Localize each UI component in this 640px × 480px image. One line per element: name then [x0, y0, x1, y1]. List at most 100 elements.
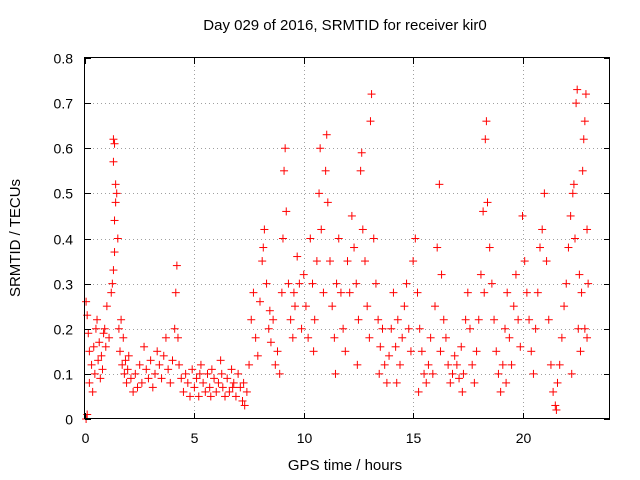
data-point [304, 333, 313, 342]
data-point [567, 369, 576, 378]
data-point [369, 234, 378, 243]
data-point [306, 234, 315, 243]
data-point [483, 198, 492, 207]
data-point [437, 270, 446, 279]
data-point [343, 257, 352, 266]
data-point [119, 333, 128, 342]
data-point [392, 378, 401, 387]
data-point [308, 279, 317, 288]
data-point [540, 189, 549, 198]
data-point [584, 279, 593, 288]
data-point [236, 383, 245, 392]
data-point [256, 297, 264, 306]
data-point [536, 243, 544, 252]
data-point [568, 189, 577, 198]
data-point [571, 234, 579, 243]
data-point [144, 374, 153, 383]
y-tick-label: 0.5 [54, 186, 74, 202]
data-point [203, 369, 212, 378]
data-point [175, 360, 184, 369]
data-point [247, 315, 256, 324]
data-point [201, 387, 210, 396]
data-point [461, 315, 470, 324]
data-point [249, 288, 258, 297]
data-point [192, 374, 201, 383]
data-point [117, 315, 126, 324]
data-point [402, 279, 411, 288]
data-point [260, 225, 269, 234]
data-point [378, 324, 387, 333]
data-point [133, 383, 142, 392]
y-tick-label: 0.6 [54, 141, 74, 157]
data-point [102, 302, 111, 311]
data-point [417, 347, 426, 356]
data-point [310, 315, 319, 324]
data-point [525, 315, 534, 324]
data-point [266, 338, 275, 347]
data-point [321, 166, 330, 175]
data-point [330, 333, 339, 342]
data-point [316, 144, 325, 153]
data-point [357, 148, 366, 157]
data-point [107, 288, 116, 297]
data-point [140, 342, 149, 351]
data-point [576, 347, 585, 356]
data-point [569, 180, 578, 189]
data-point [371, 279, 380, 288]
data-point [295, 279, 304, 288]
data-point [450, 351, 459, 360]
data-point [522, 288, 531, 297]
data-point [505, 333, 514, 342]
data-point [507, 360, 516, 369]
data-point [227, 365, 236, 374]
data-point [258, 257, 267, 266]
data-point [382, 378, 391, 387]
data-point [101, 342, 110, 351]
data-point [583, 225, 592, 234]
data-point [217, 369, 226, 378]
data-point [391, 342, 400, 351]
data-point [452, 360, 461, 369]
y-tick-label: 0 [65, 412, 73, 428]
data-point [221, 392, 229, 401]
data-point [366, 117, 375, 126]
data-point [109, 157, 118, 166]
data-point [516, 342, 525, 351]
data-point [120, 369, 129, 378]
data-point [566, 211, 575, 220]
data-point [157, 374, 166, 383]
data-point [108, 279, 117, 288]
data-point [171, 288, 180, 297]
data-point [186, 392, 194, 401]
data-point [474, 315, 483, 324]
data-point [96, 374, 105, 383]
data-point [414, 387, 423, 396]
data-point [262, 279, 271, 288]
data-point [549, 387, 558, 396]
data-point [498, 360, 507, 369]
data-point [159, 351, 168, 360]
data-point [393, 315, 402, 324]
data-point [323, 198, 332, 207]
data-point [110, 248, 119, 257]
data-point [518, 211, 527, 220]
data-point [82, 297, 91, 306]
data-point [164, 365, 173, 374]
data-point [553, 378, 562, 387]
data-point [538, 225, 547, 234]
data-point [293, 252, 302, 261]
data-point [195, 369, 204, 378]
data-point [503, 288, 512, 297]
data-point [85, 347, 94, 356]
data-point [557, 333, 566, 342]
data-point [121, 356, 130, 365]
data-point [385, 351, 394, 360]
data-point [280, 166, 289, 175]
data-point [210, 374, 219, 383]
data-point [468, 360, 477, 369]
data-point [455, 374, 464, 383]
y-axis-label: SRMTID / TECUs [7, 179, 24, 297]
data-point [170, 324, 179, 333]
data-point [458, 387, 467, 396]
data-point [264, 324, 273, 333]
